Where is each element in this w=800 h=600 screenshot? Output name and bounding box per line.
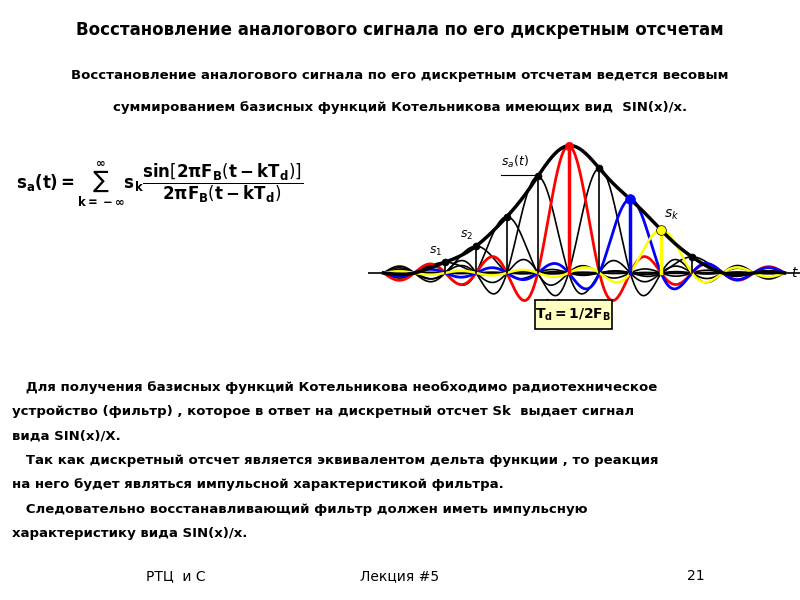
Text: Так как дискретный отсчет является эквивалентом дельта функции , то реакция: Так как дискретный отсчет является эквив… — [12, 454, 658, 467]
Text: Восстановление аналогового сигнала по его дискретным отсчетам ведется весовым: Восстановление аналогового сигнала по ег… — [71, 70, 729, 82]
Text: устройство (фильтр) , которое в ответ на дискретный отсчет Sk  выдает сигнал: устройство (фильтр) , которое в ответ на… — [12, 406, 634, 418]
Text: $s_1$: $s_1$ — [429, 245, 442, 258]
Text: Для получения базисных функций Котельникова необходимо радиотехническое: Для получения базисных функций Котельник… — [12, 381, 658, 394]
Text: $s_k$: $s_k$ — [664, 208, 679, 222]
Text: 21: 21 — [687, 569, 705, 583]
Text: РТЦ  и С: РТЦ и С — [146, 569, 206, 583]
Bar — [534, 300, 612, 329]
Text: Восстановление аналогового сигнала по его дискретным отсчетам: Восстановление аналогового сигнала по ег… — [76, 21, 724, 39]
Text: $s_2$: $s_2$ — [460, 229, 473, 242]
Text: характеристику вида SIN(x)/x.: характеристику вида SIN(x)/x. — [12, 527, 247, 540]
Text: t: t — [790, 266, 796, 280]
Text: $\mathbf{s_a(t) = \sum_{k=-\infty}^{\infty} s_k }$$\mathbf{\dfrac{sin\left[2\pi : $\mathbf{s_a(t) = \sum_{k=-\infty}^{\inf… — [16, 160, 303, 209]
Text: вида SIN(x)/X.: вида SIN(x)/X. — [12, 430, 121, 443]
Text: Лекция #5: Лекция #5 — [361, 569, 439, 583]
Text: на него будет являться импульсной характеристикой фильтра.: на него будет являться импульсной характ… — [12, 478, 504, 491]
Text: суммированием базисных функций Котельникова имеющих вид  SIN(x)/x.: суммированием базисных функций Котельник… — [113, 101, 687, 113]
Text: $s_a(t)$: $s_a(t)$ — [501, 154, 529, 170]
Text: Следовательно восстанавливающий фильтр должен иметь импульсную: Следовательно восстанавливающий фильтр д… — [12, 503, 587, 515]
Text: $\mathbf{T_d =1/2F_B}$: $\mathbf{T_d =1/2F_B}$ — [535, 306, 611, 323]
